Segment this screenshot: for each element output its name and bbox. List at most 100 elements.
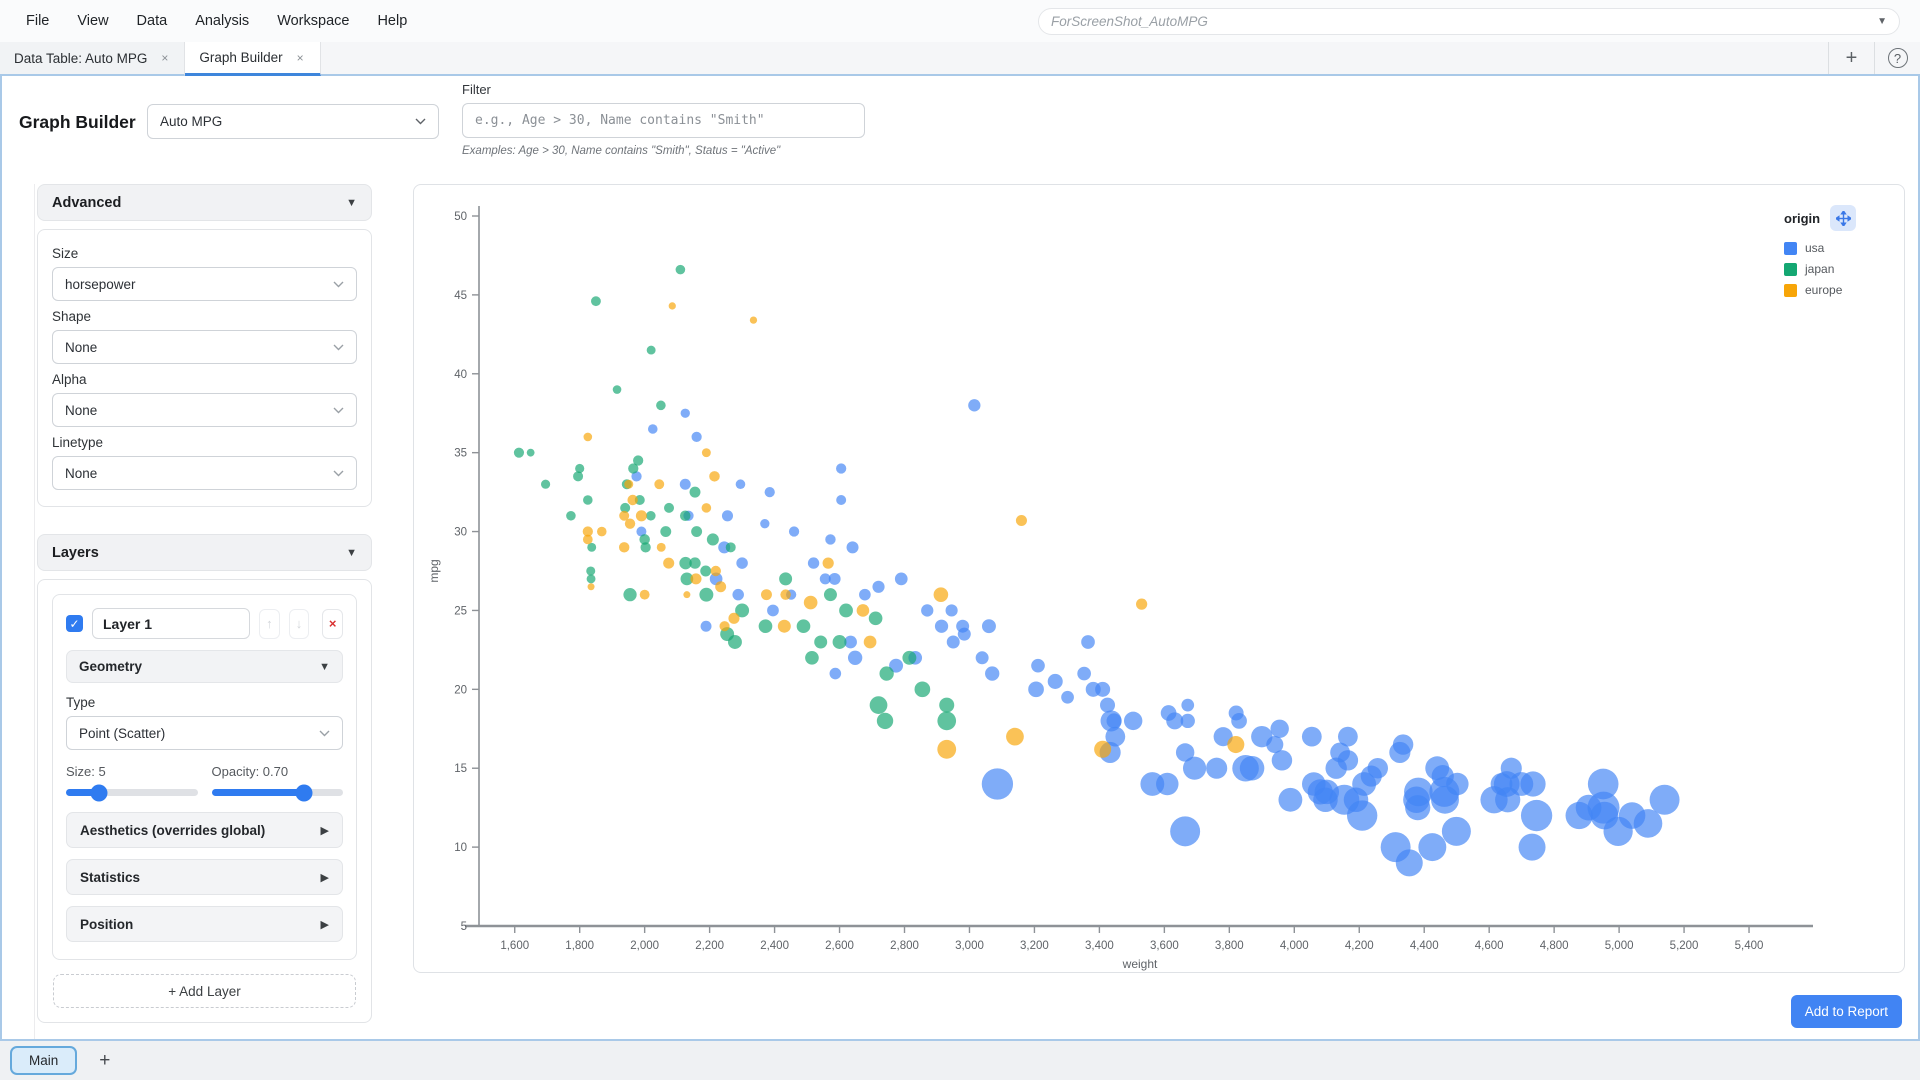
sheet-tab-main[interactable]: Main [10, 1046, 78, 1075]
usa-swatch [1784, 241, 1797, 255]
graph-builder-header: Graph Builder Auto MPG Filter Examples: … [2, 76, 1918, 180]
layers-panel-title: Layers [52, 544, 99, 561]
shape-select[interactable]: None [52, 330, 357, 364]
chevron-down-icon [333, 344, 344, 350]
size-slider-handle[interactable] [90, 784, 108, 801]
document-tab-bar: Data Table: Auto MPG × Graph Builder × +… [0, 42, 1920, 76]
usa-label: usa [1805, 241, 1825, 255]
legend-move-button[interactable] [1830, 205, 1857, 231]
chevron-down-icon [415, 118, 426, 125]
chevron-down-icon [319, 730, 330, 736]
add-sheet-button[interactable]: + [99, 1049, 111, 1071]
add-to-report-button[interactable]: Add to Report [1790, 995, 1902, 1028]
svg-text:4,400: 4,400 [1410, 940, 1439, 952]
chevron-down-icon [333, 407, 344, 413]
graph-builder-body: Advanced ▼ Size horsepower Shape None Al… [2, 180, 1918, 1039]
statistics-section-header[interactable]: Statistics ▶ [66, 859, 343, 895]
move-layer-down-button[interactable]: ↓ [288, 608, 310, 639]
size-select-value: horsepower [65, 276, 136, 292]
layer-card: ✓ ↑ ↓ × Geometry ▼ Type Point (Scatter) [52, 594, 357, 960]
geometry-type-value: Point (Scatter) [79, 725, 166, 741]
svg-text:2,400: 2,400 [760, 940, 789, 952]
advanced-panel-title: Advanced [52, 194, 122, 211]
svg-text:45: 45 [454, 290, 467, 302]
layers-panel-body: ✓ ↑ ↓ × Geometry ▼ Type Point (Scatter) [37, 579, 372, 1023]
workspace-name-field[interactable] [1051, 13, 1870, 29]
svg-text:5,000: 5,000 [1605, 940, 1634, 952]
opacity-slider[interactable] [211, 784, 343, 801]
svg-text:4,800: 4,800 [1540, 940, 1569, 952]
svg-text:50: 50 [454, 211, 467, 223]
europe-swatch [1784, 283, 1797, 297]
alpha-field-label: Alpha [52, 372, 87, 387]
layer-visible-checkbox[interactable]: ✓ [66, 615, 83, 632]
aesthetics-section-header[interactable]: Aesthetics (overrides global) ▶ [66, 812, 343, 848]
move-layer-up-button[interactable]: ↑ [259, 608, 280, 639]
menu-data[interactable]: Data [136, 13, 168, 29]
geometry-type-select[interactable]: Point (Scatter) [66, 716, 343, 750]
linetype-select[interactable]: None [52, 456, 357, 490]
svg-text:4,600: 4,600 [1475, 940, 1504, 952]
opacity-slider-group: Opacity: 0.70 [211, 764, 343, 801]
opacity-slider-handle[interactable] [295, 784, 313, 801]
geometry-section-header[interactable]: Geometry ▼ [66, 650, 343, 683]
menu-workspace[interactable]: Workspace [277, 13, 350, 29]
add-layer-button[interactable]: + Add Layer [53, 974, 356, 1008]
help-button[interactable]: ? [1874, 42, 1920, 74]
legend: origin usa [1784, 205, 1892, 304]
close-icon[interactable]: × [296, 50, 304, 65]
dataset-select-value: Auto MPG [160, 114, 223, 129]
menu-analysis[interactable]: Analysis [195, 13, 250, 29]
close-icon[interactable]: × [161, 51, 169, 65]
chevron-down-icon [333, 470, 344, 476]
opacity-slider-label: Opacity: 0.70 [211, 764, 289, 779]
chevron-down-icon: ▼ [1877, 15, 1887, 27]
dataset-select[interactable]: Auto MPG [147, 104, 439, 139]
collapse-right-icon: ▶ [320, 871, 329, 884]
alpha-select[interactable]: None [52, 393, 357, 427]
shape-select-value: None [65, 339, 98, 355]
svg-text:3,400: 3,400 [1085, 940, 1114, 952]
svg-text:30: 30 [454, 527, 467, 539]
japan-label: japan [1805, 262, 1835, 276]
layer-name-input[interactable] [92, 608, 250, 639]
filter-group: Filter Examples: Age > 30, Name contains… [462, 82, 865, 157]
svg-text:4,000: 4,000 [1280, 940, 1309, 952]
filter-input[interactable] [462, 103, 865, 138]
svg-text:5,400: 5,400 [1735, 940, 1764, 952]
svg-text:35: 35 [454, 448, 467, 460]
advanced-panel-body: Size horsepower Shape None Alpha None [37, 229, 372, 507]
collapse-down-icon: ▼ [319, 660, 330, 673]
layers-panel-header[interactable]: Layers ▼ [37, 534, 372, 571]
svg-text:20: 20 [454, 684, 467, 696]
collapse-right-icon: ▶ [320, 824, 329, 837]
menu-view[interactable]: View [77, 13, 109, 29]
filter-label: Filter [462, 82, 491, 97]
svg-text:mpg: mpg [427, 559, 441, 582]
chart-panel: 1,600 1,800 2,000 2,200 2,400 2,600 2,800 3,000… [413, 184, 1905, 973]
filter-examples: Examples: Age > 30, Name contains "Smith… [462, 145, 781, 157]
collapse-down-icon: ▼ [346, 196, 357, 209]
position-section-header[interactable]: Position ▶ [66, 906, 343, 942]
svg-text:15: 15 [454, 763, 467, 775]
new-tab-button[interactable]: + [1828, 42, 1874, 74]
workspace-name-input[interactable]: ▼ [1038, 7, 1900, 35]
help-icon: ? [1887, 48, 1908, 68]
svg-text:5,200: 5,200 [1670, 940, 1699, 952]
size-slider[interactable] [66, 784, 198, 801]
tab-graph-builder[interactable]: Graph Builder × [185, 42, 321, 76]
delete-layer-button[interactable]: × [322, 608, 344, 639]
collapse-right-icon: ▶ [320, 918, 329, 931]
page-title: Graph Builder [19, 112, 136, 132]
legend-item-europe: europe [1784, 283, 1892, 297]
size-select[interactable]: horsepower [52, 267, 357, 301]
size-slider-label: Size: 5 [66, 764, 106, 779]
svg-text:2,800: 2,800 [890, 940, 919, 952]
svg-text:2,600: 2,600 [825, 940, 854, 952]
size-slider-group: Size: 5 [66, 764, 198, 801]
advanced-panel-header[interactable]: Advanced ▼ [37, 184, 372, 221]
menu-help[interactable]: Help [377, 13, 408, 29]
menu-file[interactable]: File [26, 13, 50, 29]
alpha-select-value: None [65, 402, 98, 418]
tab-data-table[interactable]: Data Table: Auto MPG × [0, 42, 186, 76]
